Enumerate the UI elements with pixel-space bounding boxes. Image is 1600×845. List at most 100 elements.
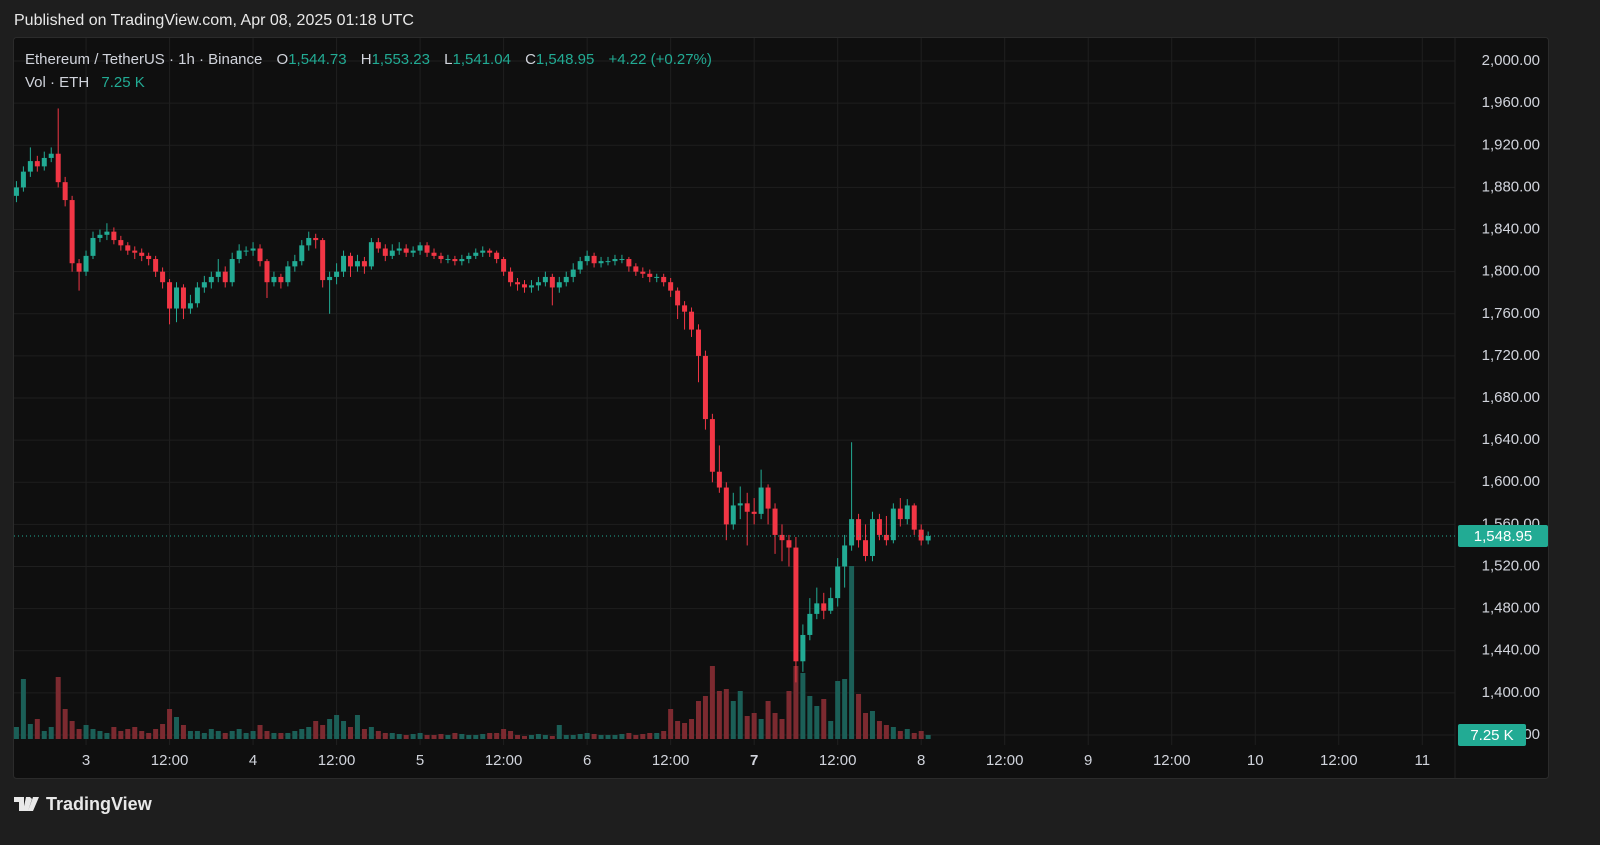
x-tick-label: 4 [249, 752, 257, 769]
candle-body [215, 271, 221, 277]
volume-bar [814, 706, 820, 739]
volume-bar [299, 729, 305, 739]
candle-body [334, 271, 340, 277]
volume-bar [48, 727, 54, 739]
volume-bar [863, 713, 869, 739]
volume-bar [723, 689, 729, 739]
volume-bar [111, 727, 117, 739]
candle-body [187, 303, 193, 309]
y-tick-label: 1,840.00 [1482, 221, 1540, 238]
x-tick-label: 12:00 [485, 752, 523, 769]
volume-bar [410, 734, 416, 739]
y-tick-label: 1,920.00 [1482, 136, 1540, 153]
candle-body [90, 237, 96, 256]
volume-bar [403, 735, 409, 739]
volume-bar [876, 721, 882, 739]
volume-bar [563, 735, 569, 739]
x-tick-label: 7 [750, 752, 758, 769]
volume-bar [521, 736, 527, 739]
volume-bar [146, 733, 152, 739]
volume-bar [695, 701, 701, 739]
y-tick-label: 1,640.00 [1482, 431, 1540, 448]
logo-text: TradingView [46, 794, 153, 814]
candle-body [368, 242, 374, 267]
candle-body [292, 261, 298, 267]
ohlc-value: 1,553.23 [372, 51, 430, 68]
volume-bar [424, 735, 430, 739]
y-tick-label: 2,000.00 [1482, 52, 1540, 69]
candle-body [132, 250, 138, 253]
candle-body [487, 250, 493, 253]
volume-bar [438, 734, 444, 739]
volume-bar [69, 721, 75, 739]
volume-bar [334, 715, 340, 739]
candle-body [918, 529, 924, 541]
y-tick-label: 1,480.00 [1482, 600, 1540, 617]
candle-body [751, 511, 757, 514]
candle-body [153, 259, 159, 272]
candle-body [647, 273, 653, 277]
x-tick-label: 12:00 [819, 752, 857, 769]
candle-body [584, 255, 590, 262]
volume-layer [13, 566, 931, 739]
candle-body [890, 508, 896, 541]
candle-body [194, 287, 200, 304]
volume-bar [34, 719, 40, 739]
ohlc-key: C [525, 51, 536, 68]
volume-bar [361, 729, 367, 739]
x-tick-label: 12:00 [1153, 752, 1191, 769]
volume-bar [473, 735, 479, 739]
volume-bar [716, 691, 722, 739]
candle-body [765, 487, 771, 509]
volume-bar [786, 691, 792, 739]
candle-body [793, 547, 799, 662]
y-tick-label: 1,680.00 [1482, 389, 1540, 406]
volume-bar [368, 727, 374, 739]
candle-body [146, 255, 152, 260]
candle-body [556, 282, 562, 288]
footer-logo: TradingView [14, 794, 153, 814]
candle-body [598, 261, 604, 264]
volume-tag [1458, 723, 1526, 746]
candle-body [535, 282, 541, 286]
volume-bar [751, 713, 757, 739]
ohlc-key: L [444, 51, 452, 68]
volume-bar [180, 725, 186, 739]
candle-body [341, 255, 347, 272]
volume-bar [626, 733, 632, 739]
candle-body [285, 266, 291, 283]
volume-bar [675, 721, 681, 739]
candle-body [695, 329, 701, 356]
chart-panel [13, 37, 1549, 779]
candle-body [62, 182, 68, 201]
candle-body [410, 250, 416, 253]
candle-body [236, 250, 242, 260]
volume-bar [222, 733, 228, 739]
candle-body [501, 259, 507, 272]
candle-body [375, 242, 381, 249]
candle-body [675, 290, 681, 306]
candle-body [48, 153, 54, 158]
candle-body [779, 534, 785, 541]
volume-bar [327, 719, 333, 739]
volume-bar [229, 731, 235, 739]
candle-body [139, 252, 145, 256]
volume-bar [201, 733, 207, 739]
volume-bar [821, 699, 827, 739]
candle-body [264, 261, 270, 283]
candle-body [55, 153, 61, 183]
candle-body [521, 284, 527, 288]
symbol: Ethereum / TetherUS · 1h · Binance [25, 51, 262, 68]
volume-bar [577, 734, 583, 739]
candle-body [431, 252, 437, 256]
volume-bar [153, 729, 159, 739]
candle-body [563, 276, 569, 283]
candle-body [118, 240, 124, 246]
volume-bar [598, 735, 604, 739]
candle-body [27, 161, 33, 172]
candle-body [897, 508, 903, 520]
candle-body [466, 255, 472, 260]
candle-body [201, 282, 207, 288]
